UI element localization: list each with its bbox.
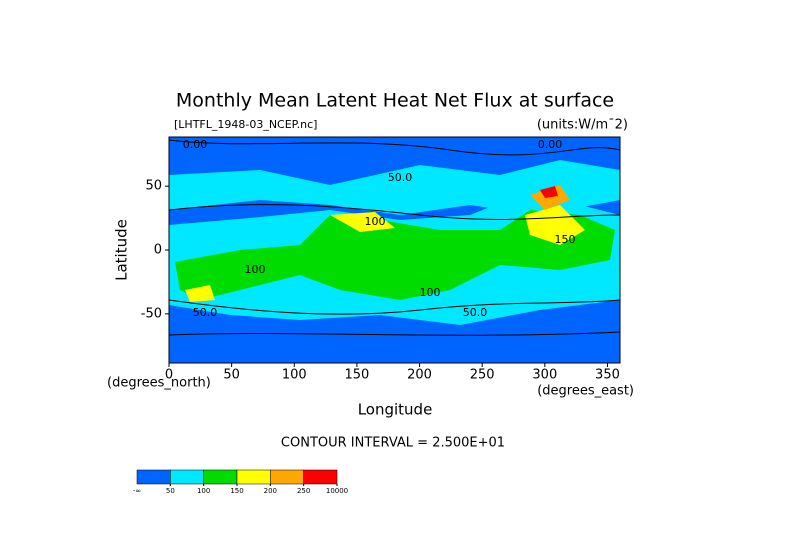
colorbar-box [270,469,304,485]
contour-label: 100 [365,215,386,228]
x-tick-label: 50 [223,368,240,383]
contour-line [169,139,620,156]
contour-label: 0.00 [183,138,208,151]
field-region [185,205,585,302]
field-region [175,210,615,300]
x-tick-label: 0 [165,368,173,383]
contour-label: 50.0 [388,171,413,184]
contour-line [169,331,620,336]
contour-label: 100 [245,263,266,276]
x-tick-label: 350 [595,368,620,383]
colorbar-tick-label: 10000 [326,487,348,495]
contour-line [169,299,620,315]
y-tick-label: 0 [154,243,162,258]
field-region [169,330,620,363]
y-tick-label: -50 [141,306,162,321]
colorbar-tick-label: 200 [264,487,277,495]
colorbar-box [236,469,271,485]
contour-line [169,204,620,220]
colorbar-box [136,469,171,485]
colorbar-box [303,469,338,485]
contour-label: 50.0 [193,306,218,319]
colorbar-tick-label: 100 [197,487,210,495]
x-tick-label: 200 [407,368,432,383]
units-label: (units:W/m¯2) [537,118,628,133]
y-tick-label: 50 [145,179,162,194]
field-region [530,185,570,210]
x-tick-label: 150 [345,368,370,383]
dataset-label: [LHTFL_1948-03_NCEP.nc] [174,118,317,131]
colorbar-box [170,469,204,485]
x-axis-label: Longitude [358,401,433,419]
contour-interval: CONTOUR INTERVAL = 2.500E+01 [281,436,505,451]
colorbar-tick-label: 150 [230,487,243,495]
contour-label: 50.0 [463,306,488,319]
x-units-label: (degrees_east) [537,384,634,399]
y-axis-label: Latitude [113,219,131,281]
colorbar-box [203,469,238,485]
colorbar-tick-label: 250 [297,487,310,495]
chart-title: Monthly Mean Latent Heat Net Flux at sur… [176,90,614,112]
contour-label: 100 [420,286,441,299]
x-tick-label: 250 [470,368,495,383]
y-units-label: (degrees_north) [107,376,211,391]
x-tick-label: 300 [532,368,557,383]
field-region [540,186,558,198]
contour-label: 150 [555,233,576,246]
x-tick-label: 100 [282,368,307,383]
colorbar-tick-label: 50 [166,487,175,495]
colorbar-tick-label: -∞ [133,487,141,495]
contour-label: 0.00 [538,138,563,151]
field [169,137,620,363]
